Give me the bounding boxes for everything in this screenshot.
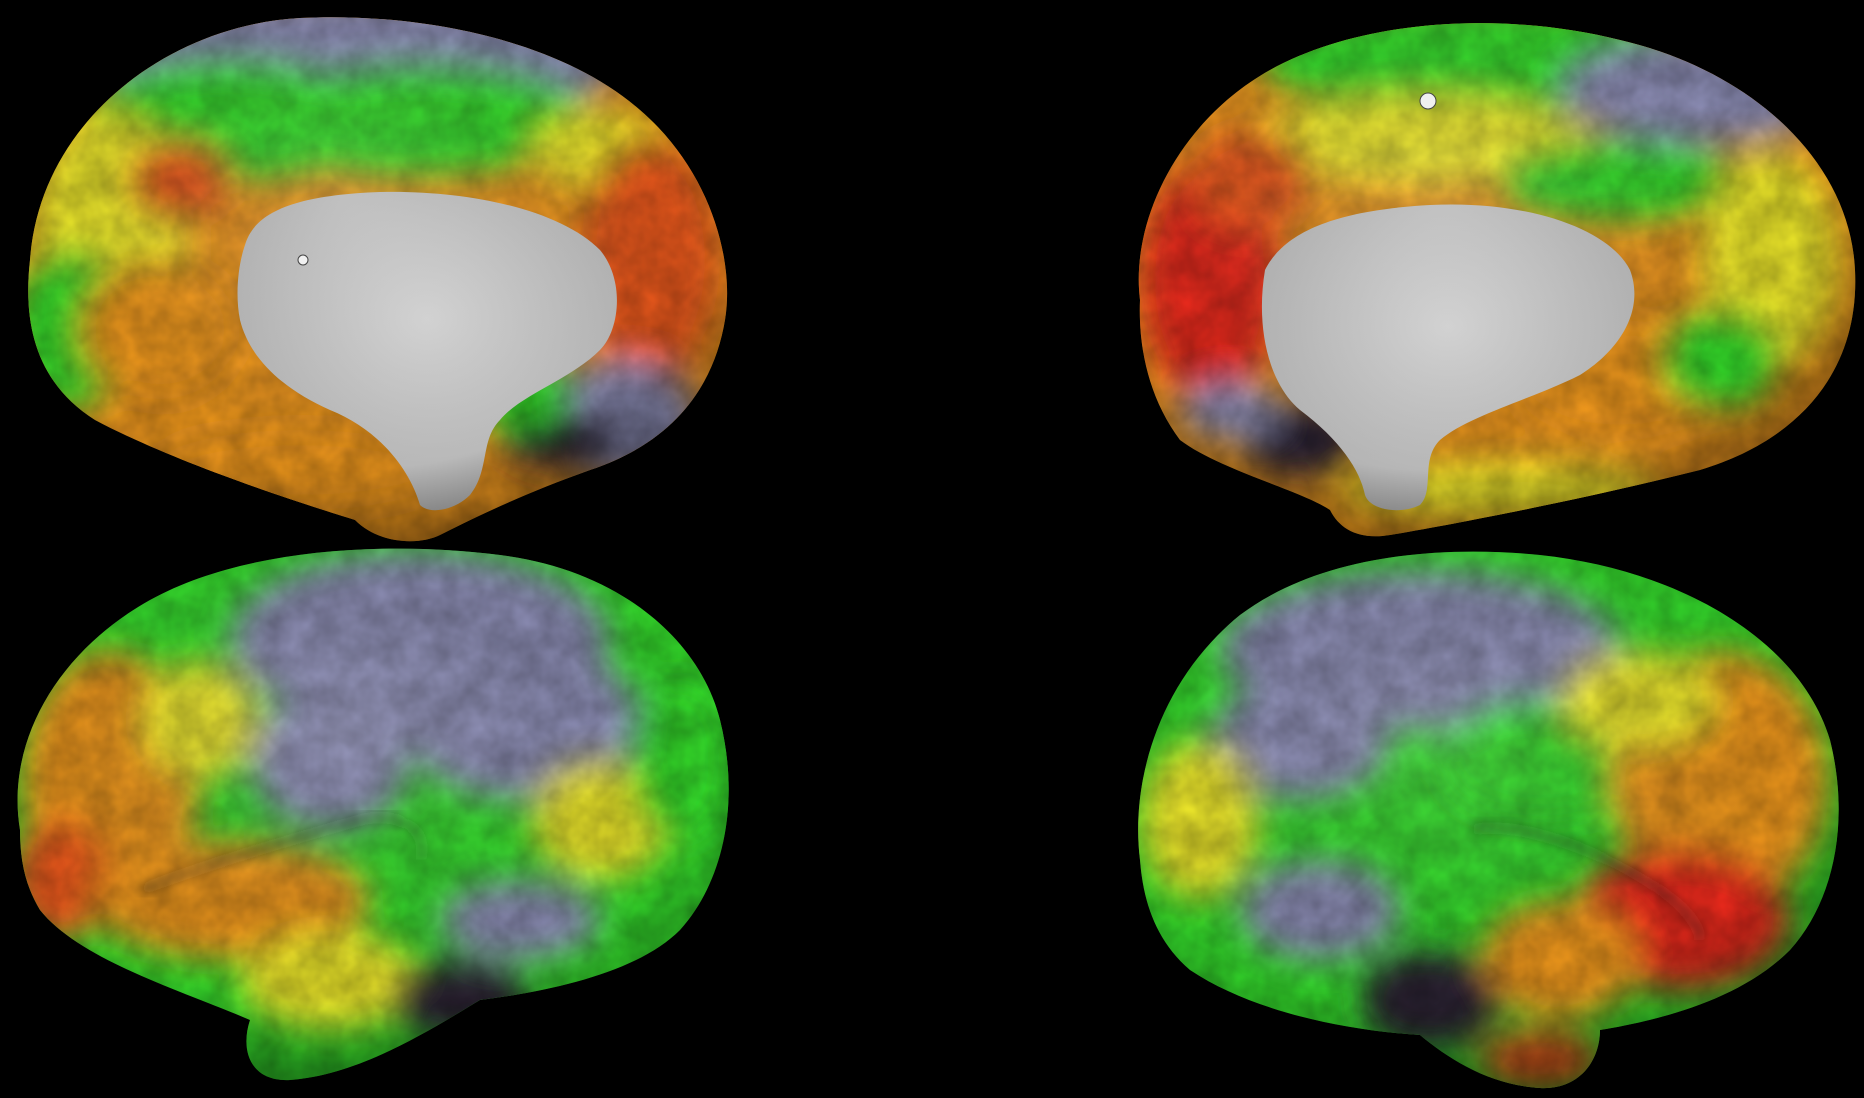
vertex-marker-right <box>1419 92 1437 110</box>
right-hemisphere-medial-view <box>1138 23 1856 537</box>
vertex-marker-left <box>297 254 309 266</box>
left-hemisphere-medial-view <box>28 17 728 542</box>
